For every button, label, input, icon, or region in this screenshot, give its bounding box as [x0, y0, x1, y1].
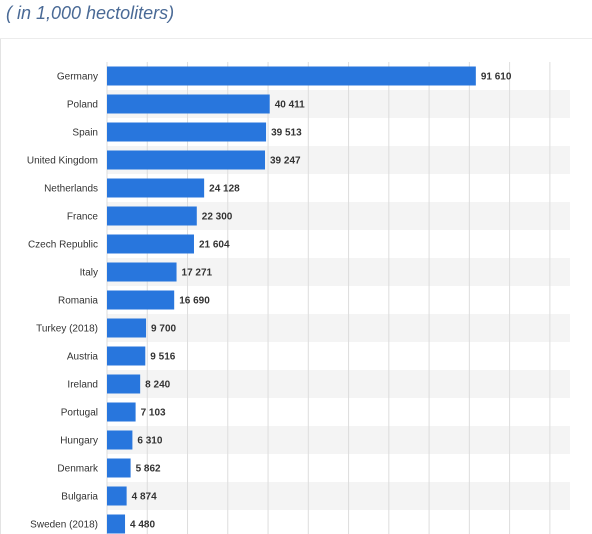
- bar: [107, 458, 131, 478]
- bar: [107, 66, 476, 86]
- bar: [107, 430, 133, 450]
- bar: [107, 514, 126, 534]
- category-label: Bulgaria: [61, 492, 98, 503]
- value-label: 6 310: [137, 436, 162, 447]
- bar: [107, 374, 141, 394]
- bar: [107, 206, 197, 226]
- value-label: 39 247: [270, 156, 301, 167]
- category-label: Italy: [80, 268, 98, 279]
- category-label: Ireland: [67, 380, 98, 391]
- bar: [107, 150, 266, 170]
- value-label: 8 240: [145, 380, 170, 391]
- value-label: 91 610: [481, 72, 512, 83]
- category-label: Sweden (2018): [30, 520, 98, 531]
- bar: [107, 402, 136, 422]
- bar: [107, 122, 267, 142]
- category-label: Portugal: [61, 408, 98, 419]
- bar: [107, 318, 147, 338]
- bar: [107, 262, 177, 282]
- category-label: Spain: [72, 128, 98, 139]
- row-stripe: [107, 482, 570, 510]
- value-label: 24 128: [209, 184, 240, 195]
- value-label: 22 300: [202, 212, 233, 223]
- value-label: 39 513: [271, 128, 302, 139]
- value-label: 4 874: [132, 492, 157, 503]
- category-label: Netherlands: [44, 184, 98, 195]
- chart-subtitle: ( in 1,000 hectoliters): [6, 3, 175, 23]
- bar: [107, 346, 146, 366]
- category-label: United Kingdom: [27, 156, 98, 167]
- bar: [107, 234, 194, 254]
- category-label: France: [67, 212, 99, 223]
- category-label: Turkey (2018): [36, 324, 98, 335]
- header-divider: [0, 38, 592, 39]
- bar: [107, 178, 205, 198]
- value-label: 40 411: [275, 100, 305, 111]
- category-label: Austria: [67, 352, 99, 363]
- value-label: 9 700: [151, 324, 176, 335]
- row-stripes: [107, 90, 570, 510]
- row-stripe: [107, 314, 570, 342]
- category-label: Denmark: [57, 464, 99, 475]
- value-label: 16 690: [179, 296, 210, 307]
- bar: [107, 290, 175, 310]
- category-label: Poland: [67, 100, 98, 111]
- row-stripe: [107, 370, 570, 398]
- value-label: 4 480: [130, 520, 155, 531]
- category-label: Hungary: [60, 436, 98, 447]
- value-label: 7 103: [141, 408, 166, 419]
- row-stripe: [107, 258, 570, 286]
- bars: [107, 66, 476, 534]
- bar: [107, 94, 270, 114]
- bar: [107, 486, 127, 506]
- value-label: 21 604: [199, 240, 230, 251]
- category-label: Czech Republic: [28, 240, 98, 251]
- category-label: Germany: [57, 72, 98, 83]
- category-labels: Germany Poland Spain United Kingdom Netherla…: [27, 72, 99, 531]
- value-label: 5 862: [136, 464, 161, 475]
- value-label: 9 516: [150, 352, 175, 363]
- value-labels: 91 610 40 411 39 513 39 247 24 128 22 300 21 6…: [130, 72, 512, 531]
- value-label: 17 271: [182, 268, 213, 279]
- row-stripe: [107, 426, 570, 454]
- category-label: Romania: [58, 296, 98, 307]
- panel-left-edge: [0, 39, 1, 534]
